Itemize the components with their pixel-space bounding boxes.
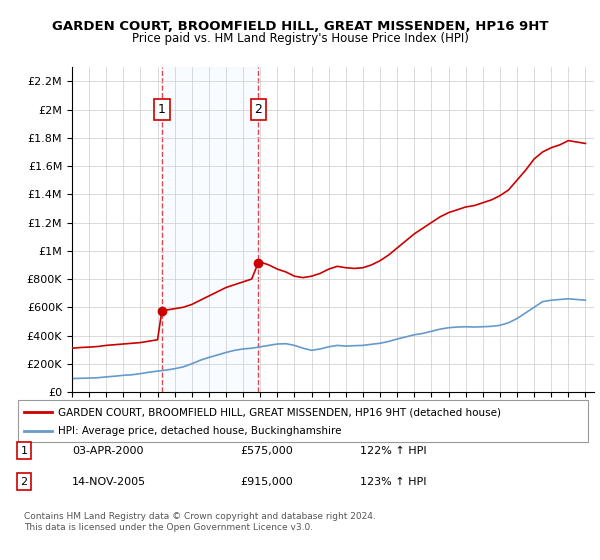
Text: 123% ↑ HPI: 123% ↑ HPI bbox=[360, 477, 427, 487]
Text: 14-NOV-2005: 14-NOV-2005 bbox=[72, 477, 146, 487]
Text: 1: 1 bbox=[158, 103, 166, 116]
Text: £915,000: £915,000 bbox=[240, 477, 293, 487]
Text: GARDEN COURT, BROOMFIELD HILL, GREAT MISSENDEN, HP16 9HT: GARDEN COURT, BROOMFIELD HILL, GREAT MIS… bbox=[52, 20, 548, 32]
Text: £575,000: £575,000 bbox=[240, 446, 293, 456]
Text: 2: 2 bbox=[254, 103, 262, 116]
Bar bbox=[162, 67, 258, 392]
Text: Contains HM Land Registry data © Crown copyright and database right 2024.
This d: Contains HM Land Registry data © Crown c… bbox=[24, 512, 376, 532]
Text: Price paid vs. HM Land Registry's House Price Index (HPI): Price paid vs. HM Land Registry's House … bbox=[131, 32, 469, 45]
Text: 1: 1 bbox=[20, 446, 28, 456]
Text: HPI: Average price, detached house, Buckinghamshire: HPI: Average price, detached house, Buck… bbox=[58, 426, 341, 436]
Text: 03-APR-2000: 03-APR-2000 bbox=[72, 446, 143, 456]
Text: 2: 2 bbox=[20, 477, 28, 487]
FancyBboxPatch shape bbox=[18, 400, 588, 442]
Text: GARDEN COURT, BROOMFIELD HILL, GREAT MISSENDEN, HP16 9HT (detached house): GARDEN COURT, BROOMFIELD HILL, GREAT MIS… bbox=[58, 407, 501, 417]
Text: 122% ↑ HPI: 122% ↑ HPI bbox=[360, 446, 427, 456]
